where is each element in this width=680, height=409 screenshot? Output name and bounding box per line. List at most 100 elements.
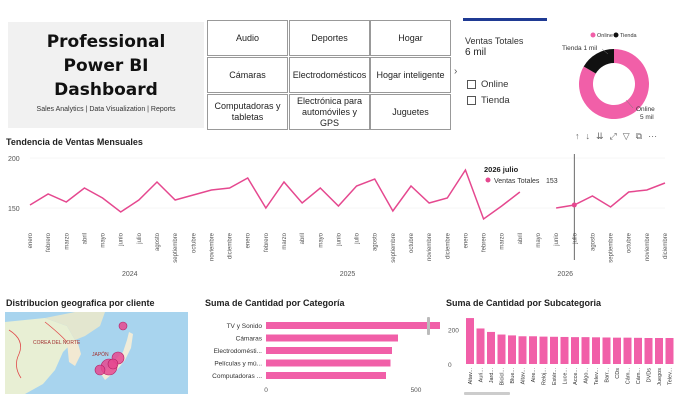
map-bubble[interactable] [94,364,106,376]
chevron-right-icon[interactable]: › [454,66,458,77]
x-tick-label: noviembre [209,232,215,261]
x-tick-label: enero [246,232,252,248]
map-bubble[interactable] [118,321,128,331]
subcategory-bar[interactable] [581,337,590,364]
donut-slice[interactable] [579,49,649,119]
category-bar[interactable] [266,359,391,367]
channel-option-tienda[interactable]: Tienda [467,95,510,106]
map-bubbles[interactable] [94,321,128,376]
x-tick-label: junio [554,232,560,246]
legend-tienda-label: Tienda [620,33,638,39]
subcategory-label: Auri... [479,368,485,383]
category-bar[interactable] [266,347,392,354]
x-tick-label: julio [355,232,361,244]
x-tick-label: mayo [101,232,107,247]
subcategory-bar[interactable] [508,335,516,364]
y-tick-label: 200 [8,156,20,163]
x-tick-label: 0 [264,387,268,394]
donut-label-tienda: Tienda 1 mil [562,45,598,52]
subcategory-bar[interactable] [550,336,558,364]
category-bar[interactable] [266,322,440,329]
map-border [44,321,68,343]
scrollbar[interactable] [464,392,510,395]
x-tick-label: agosto [155,232,161,251]
year-label: 2026 [557,271,573,278]
checkbox-icon[interactable] [467,80,476,89]
donut-leader-line [601,48,609,55]
subcategory-bar[interactable] [560,336,569,364]
checkbox-icon[interactable] [467,96,476,105]
expand-hierarchy-icon[interactable]: ⤢ [609,131,617,141]
category-bar[interactable] [266,334,398,342]
focus-mode-icon[interactable]: ⧉ [635,131,643,141]
donut-ring[interactable] [579,49,649,119]
category-slicer-button[interactable]: Cámaras [207,57,288,93]
category-bar-chart[interactable]: TV y Sonido Cámaras Electrodomésti... Pelíc… [195,312,440,397]
y-tick-label: 0 [448,362,452,369]
subcategory-bar[interactable] [623,337,632,364]
subcategory-bar[interactable] [539,336,548,364]
filter-icon[interactable]: ▽ [622,131,630,141]
subcategory-bar[interactable] [529,336,537,364]
x-tick-label: diciembre [663,232,669,259]
subcategory-bar[interactable] [487,331,495,364]
subcategory-chart-title: Suma de Cantidad por Subcategoria [446,298,602,308]
category-slicer-button[interactable]: Juguetes [370,94,451,130]
legend-tienda-swatch [613,32,619,38]
map-bubble[interactable] [107,358,119,370]
geo-map-title: Distribucion geografica por cliente [6,298,155,308]
subcategory-label: DVDs [647,368,653,383]
subcategory-bar[interactable] [476,328,485,364]
subcategory-label: Reloj... [542,368,548,386]
channel-donut-chart: Online Tienda Tienda 1 mil Online 5 mil [562,32,655,121]
category-slicer-button[interactable]: Hogar inteligente [370,57,451,93]
subcategory-bar[interactable] [634,337,642,364]
category-slicer-button[interactable]: Deportes [289,20,370,56]
subcategory-bar[interactable] [665,338,674,364]
drill-up-icon[interactable]: ↑ [575,131,580,141]
subcategory-bar[interactable] [592,337,600,364]
geo-map[interactable]: COREA DEL NORTE JAPÓN [5,312,188,394]
x-tick-label: diciembre [445,232,451,259]
expand-all-icon[interactable]: ⇊ [596,131,604,141]
donut-leader-line [625,99,634,109]
category-slicer-button[interactable]: Computadoras y tabletas [207,94,288,130]
donut-slice[interactable] [583,49,614,74]
subcategory-bar[interactable] [571,337,579,364]
subcategory-bar-chart[interactable]: 0 200 Altav... Auri... Jard... Bicicl... Blue.… [440,312,676,397]
tooltip-swatch [485,177,491,183]
trend-series-line[interactable] [29,168,521,221]
trend-line-chart[interactable]: 150 200 enero febrero marzo abril mayo junio jul… [0,148,680,283]
subcategory-label: Telev... [594,368,600,385]
scrollbar[interactable] [427,317,430,335]
more-options-icon[interactable]: ··· [648,131,658,141]
category-bar[interactable] [266,372,386,379]
subcategory-bar[interactable] [613,337,621,364]
subcategory-bar[interactable] [497,334,506,364]
subcategory-bar[interactable] [655,338,663,364]
visual-toolbar: ↑ ↓ ⇊ ⤢ ▽ ⧉ ··· [575,131,657,142]
x-tick-label: marzo [282,232,288,249]
channel-option-online[interactable]: Online [467,79,508,90]
subcategory-label: Barr... [605,368,611,383]
subcategory-bar[interactable] [518,336,527,364]
drill-down-icon[interactable]: ↓ [585,131,591,141]
y-tick-label: 150 [8,206,20,213]
category-chart-title: Suma de Cantidad por Categoría [205,298,345,308]
x-tick-label: mayo [318,232,324,247]
hover-point[interactable] [571,202,577,208]
tooltip-title: 2026 julio [484,165,519,174]
subcategory-label: Aire... [531,368,537,383]
category-label: Películas y mú... [214,361,262,368]
x-tick-label: junio [336,232,342,246]
category-slicer-button[interactable]: Audio [207,20,288,56]
category-slicer-button[interactable]: Electrónica para automóviles y GPS [289,94,370,130]
category-slicer-button[interactable]: Hogar [370,20,451,56]
subcategory-bar[interactable] [602,337,611,364]
category-slicer-button[interactable]: Electrodomésticos [289,57,370,93]
donut-label-online: Online [636,106,655,113]
donut-label-online-value: 5 mil [640,114,654,121]
subcategory-bar[interactable] [466,318,474,364]
subcategory-bar[interactable] [644,338,653,364]
subcategory-label: Cám... [626,368,632,385]
